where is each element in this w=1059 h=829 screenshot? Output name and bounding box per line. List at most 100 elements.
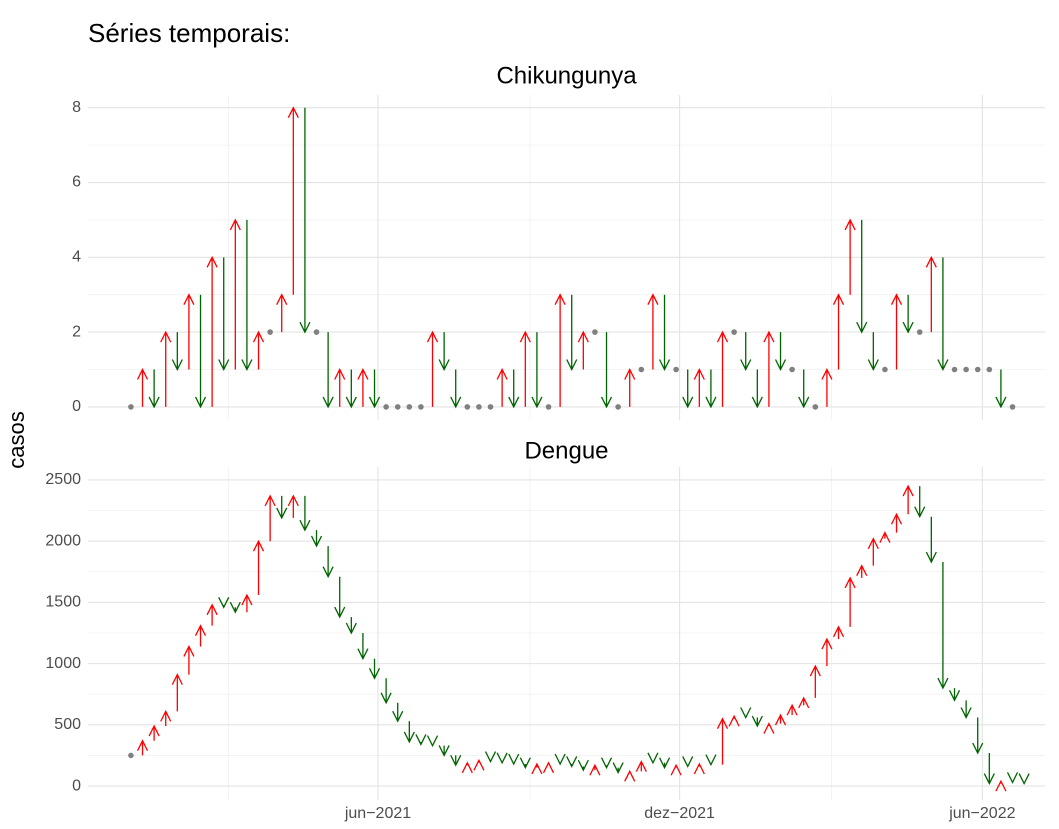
arrow-path [183, 645, 195, 675]
flat-point [545, 404, 552, 410]
arrow-path [647, 752, 659, 765]
change-arrow [171, 673, 183, 712]
arrow-path [716, 717, 729, 765]
change-arrow [287, 494, 299, 518]
arrow-path [798, 369, 810, 409]
change-arrow [798, 369, 810, 409]
arrow-path [624, 769, 636, 782]
arrow-path [612, 762, 624, 775]
arrow-path [786, 703, 798, 716]
arrow-path [658, 294, 671, 371]
arrow-path [1006, 772, 1019, 784]
arrow-path [728, 714, 740, 727]
change-arrow [380, 678, 392, 705]
arrow-path [136, 739, 149, 756]
arrow-path [368, 369, 381, 409]
arrow-path [310, 530, 323, 548]
change-arrow [438, 745, 450, 757]
change-arrow [705, 369, 717, 409]
arrow-path [322, 332, 334, 409]
arrow-path [1018, 773, 1030, 786]
arrow-path [403, 721, 415, 744]
change-arrow [856, 219, 868, 334]
arrow-path [473, 758, 485, 771]
change-arrow [322, 332, 334, 409]
change-arrow [218, 597, 230, 609]
change-arrow [763, 722, 775, 734]
arrow-path [519, 330, 531, 407]
arrow-path [171, 673, 183, 712]
change-arrow [867, 537, 879, 566]
change-arrow [426, 330, 439, 407]
change-arrow [334, 576, 346, 619]
arrow-path [345, 369, 357, 409]
change-arrow [844, 576, 856, 627]
arrow-path [832, 625, 845, 640]
y-tick-label: 2000 [45, 532, 81, 549]
change-arrow [682, 756, 694, 768]
change-arrow [983, 752, 995, 786]
arrow-path [774, 713, 787, 726]
arrow-path [322, 546, 334, 579]
flat-point [128, 752, 134, 759]
change-arrow [229, 601, 241, 614]
change-arrow [171, 332, 183, 371]
flat-point [673, 366, 679, 373]
change-arrow [148, 369, 160, 409]
change-arrow [774, 332, 787, 371]
arrow-path [508, 369, 520, 409]
arrow-path [450, 754, 462, 767]
change-arrow [693, 368, 705, 407]
change-arrow [740, 707, 752, 719]
y-tick-label: 0 [72, 398, 81, 415]
flat-point [615, 404, 621, 410]
change-arrow [438, 332, 450, 371]
arrow-path [856, 564, 868, 578]
change-arrow [624, 368, 636, 407]
arrow-path [682, 756, 694, 768]
flat-point [963, 366, 969, 373]
change-arrow [531, 332, 543, 409]
change-arrow [252, 330, 265, 370]
change-arrow [542, 761, 555, 774]
y-tick-label: 1000 [45, 655, 81, 672]
arrow-path [160, 330, 172, 407]
change-arrow [519, 330, 531, 407]
x-tick-label: jun−2022 [948, 805, 1015, 822]
flat-point [986, 366, 993, 373]
change-arrow [368, 369, 381, 409]
arrow-path [194, 624, 207, 647]
flat-point [128, 404, 134, 410]
arrow-path [647, 293, 659, 370]
y-tick-label: 0 [72, 777, 81, 794]
change-arrow [647, 293, 659, 370]
flat-point [406, 404, 413, 410]
change-arrow [856, 564, 868, 578]
change-arrow [334, 368, 346, 407]
arrow-path [519, 757, 531, 770]
arrow-path [287, 106, 299, 295]
change-arrow [728, 714, 740, 727]
change-arrow [276, 495, 288, 520]
change-arrow [786, 703, 798, 716]
arrow-path [438, 745, 450, 757]
arrow-path [658, 757, 671, 770]
change-arrow [624, 769, 636, 782]
arrow-path [774, 332, 787, 371]
y-tick-label: 6 [72, 174, 81, 191]
arrow-path [345, 617, 357, 635]
arrow-path [276, 293, 288, 333]
flat-point [464, 404, 471, 410]
change-arrow [716, 330, 729, 407]
arrow-path [937, 257, 949, 371]
arrow-path [450, 369, 462, 409]
flat-point [812, 404, 819, 410]
arrow-path [148, 369, 160, 409]
change-arrow [867, 332, 879, 371]
arrow-path [194, 294, 207, 409]
change-arrow [658, 757, 671, 770]
arrow-path [983, 752, 995, 786]
arrow-path [252, 330, 265, 370]
change-arrow [241, 593, 253, 613]
change-arrow [914, 486, 926, 519]
